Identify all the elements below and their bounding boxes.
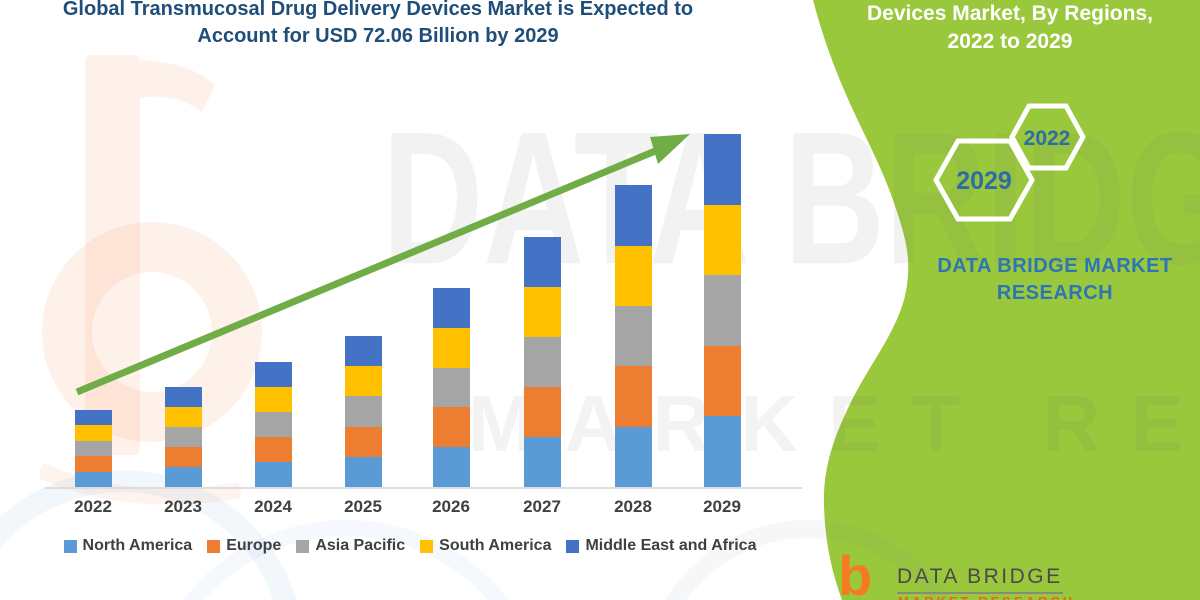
bar-segment xyxy=(523,337,561,388)
bar-segment xyxy=(703,416,741,487)
bar-segment xyxy=(432,447,470,487)
bar-2026 xyxy=(432,288,470,487)
bar-segment xyxy=(703,275,741,346)
plot-area: 2022 2023 2024 2025 2026 2027 2028 2029 xyxy=(45,134,802,516)
bar-segment xyxy=(164,407,202,428)
logo-name: DATA BRIDGE xyxy=(897,565,1063,594)
hexagon-2022-label: 2022 xyxy=(1024,127,1071,150)
bar-segment xyxy=(432,288,470,328)
legend-swatch xyxy=(207,539,221,553)
bar-segment xyxy=(614,426,652,487)
bar-segment xyxy=(74,440,112,457)
bar-2025 xyxy=(344,336,382,487)
bar-segment xyxy=(74,456,112,472)
bar-2024 xyxy=(254,362,292,487)
bar-segment xyxy=(344,336,382,367)
trend-arrow-icon xyxy=(75,134,690,396)
brand-text: DATA BRIDGE MARKET RESEARCH xyxy=(925,253,1185,307)
brand-text-line2: RESEARCH xyxy=(996,282,1114,304)
bar-segment xyxy=(703,134,741,205)
brand-text-line1: DATA BRIDGE MARKET xyxy=(937,255,1173,277)
bar-segment xyxy=(344,456,382,487)
bar-segment xyxy=(432,407,470,448)
bar-segment xyxy=(254,387,292,413)
chart-title: Global Transmucosal Drug Delivery Device… xyxy=(25,0,731,50)
bar-segment xyxy=(614,366,652,427)
logo-subname: MARKET RESEARCH xyxy=(898,594,1075,600)
bar-segment xyxy=(523,387,561,438)
x-axis-label: 2024 xyxy=(254,497,292,516)
bar-2029 xyxy=(703,134,741,487)
hexagon-2029-label: 2029 xyxy=(956,167,1012,195)
bar-segment xyxy=(74,410,112,426)
logo-b-icon: b xyxy=(838,544,873,600)
hexagon-2022-icon xyxy=(1009,103,1086,171)
bar-segment xyxy=(164,387,202,408)
legend-item: Asia Pacific xyxy=(296,537,405,555)
bar-2028 xyxy=(614,185,652,487)
bar-segment xyxy=(74,471,112,487)
x-axis-label: 2022 xyxy=(74,497,112,516)
bar-segment xyxy=(164,467,202,487)
x-axis-label: 2025 xyxy=(344,497,382,516)
legend-label: North America xyxy=(82,537,193,554)
bar-segment xyxy=(614,305,652,367)
bar-segment xyxy=(614,245,652,306)
bar-segment xyxy=(254,437,292,462)
bar-segment xyxy=(523,287,561,338)
bar-segment xyxy=(432,367,470,408)
bar-segment xyxy=(74,425,112,441)
side-panel-title-line2: 2022 to 2029 xyxy=(947,30,1073,53)
bar-2027 xyxy=(523,237,561,487)
bar-segment xyxy=(254,412,292,438)
bar-2023 xyxy=(164,387,202,487)
bar-segment xyxy=(614,185,652,246)
legend: North America Europe Asia Pacific South Ame… xyxy=(30,537,790,555)
bar-segment xyxy=(523,237,561,288)
bar-segment xyxy=(254,362,292,388)
bar-segment xyxy=(703,204,741,276)
bar-segment xyxy=(164,427,202,448)
legend-item: South America xyxy=(420,537,551,555)
hexagon-2029-icon xyxy=(933,138,1035,222)
legend-item: North America xyxy=(63,537,193,555)
x-axis-label: 2029 xyxy=(703,497,741,516)
bar-segment xyxy=(432,327,470,368)
x-axis-label: 2028 xyxy=(614,497,652,516)
legend-item: Europe xyxy=(207,537,281,555)
bar-segment xyxy=(344,396,382,427)
bar-segment xyxy=(254,462,292,487)
side-panel-title-line1: Devices Market, By Regions, xyxy=(867,2,1153,25)
side-panel-shape xyxy=(813,0,1200,600)
x-axis-label: 2027 xyxy=(523,497,561,516)
legend-swatch xyxy=(420,539,434,553)
chart-title-line2: Account for USD 72.06 Billion by 2029 xyxy=(197,25,559,47)
legend-item: Middle East and Africa xyxy=(566,537,756,555)
side-panel-title: Devices Market, By Regions, 2022 to 2029 xyxy=(850,0,1170,56)
bar-segment xyxy=(164,447,202,467)
legend-swatch xyxy=(566,539,580,553)
legend-label: Middle East and Africa xyxy=(585,537,757,554)
legend-label: South America xyxy=(439,537,552,554)
x-axis-label: 2023 xyxy=(164,497,202,516)
chart-title-line1: Global Transmucosal Drug Delivery Device… xyxy=(62,0,694,20)
legend-swatch xyxy=(63,539,77,553)
bar-segment xyxy=(703,345,741,417)
x-axis-label: 2026 xyxy=(432,497,470,516)
bar-segment xyxy=(344,366,382,397)
legend-label: Europe xyxy=(226,537,282,554)
bar-segment xyxy=(523,437,561,487)
legend-swatch xyxy=(296,539,310,553)
bar-2022 xyxy=(74,410,112,487)
footer-logo: b DATA BRIDGE MARKET RESEARCH xyxy=(835,544,1175,600)
bar-segment xyxy=(344,426,382,457)
x-axis-line xyxy=(45,487,802,489)
legend-label: Asia Pacific xyxy=(315,537,406,554)
